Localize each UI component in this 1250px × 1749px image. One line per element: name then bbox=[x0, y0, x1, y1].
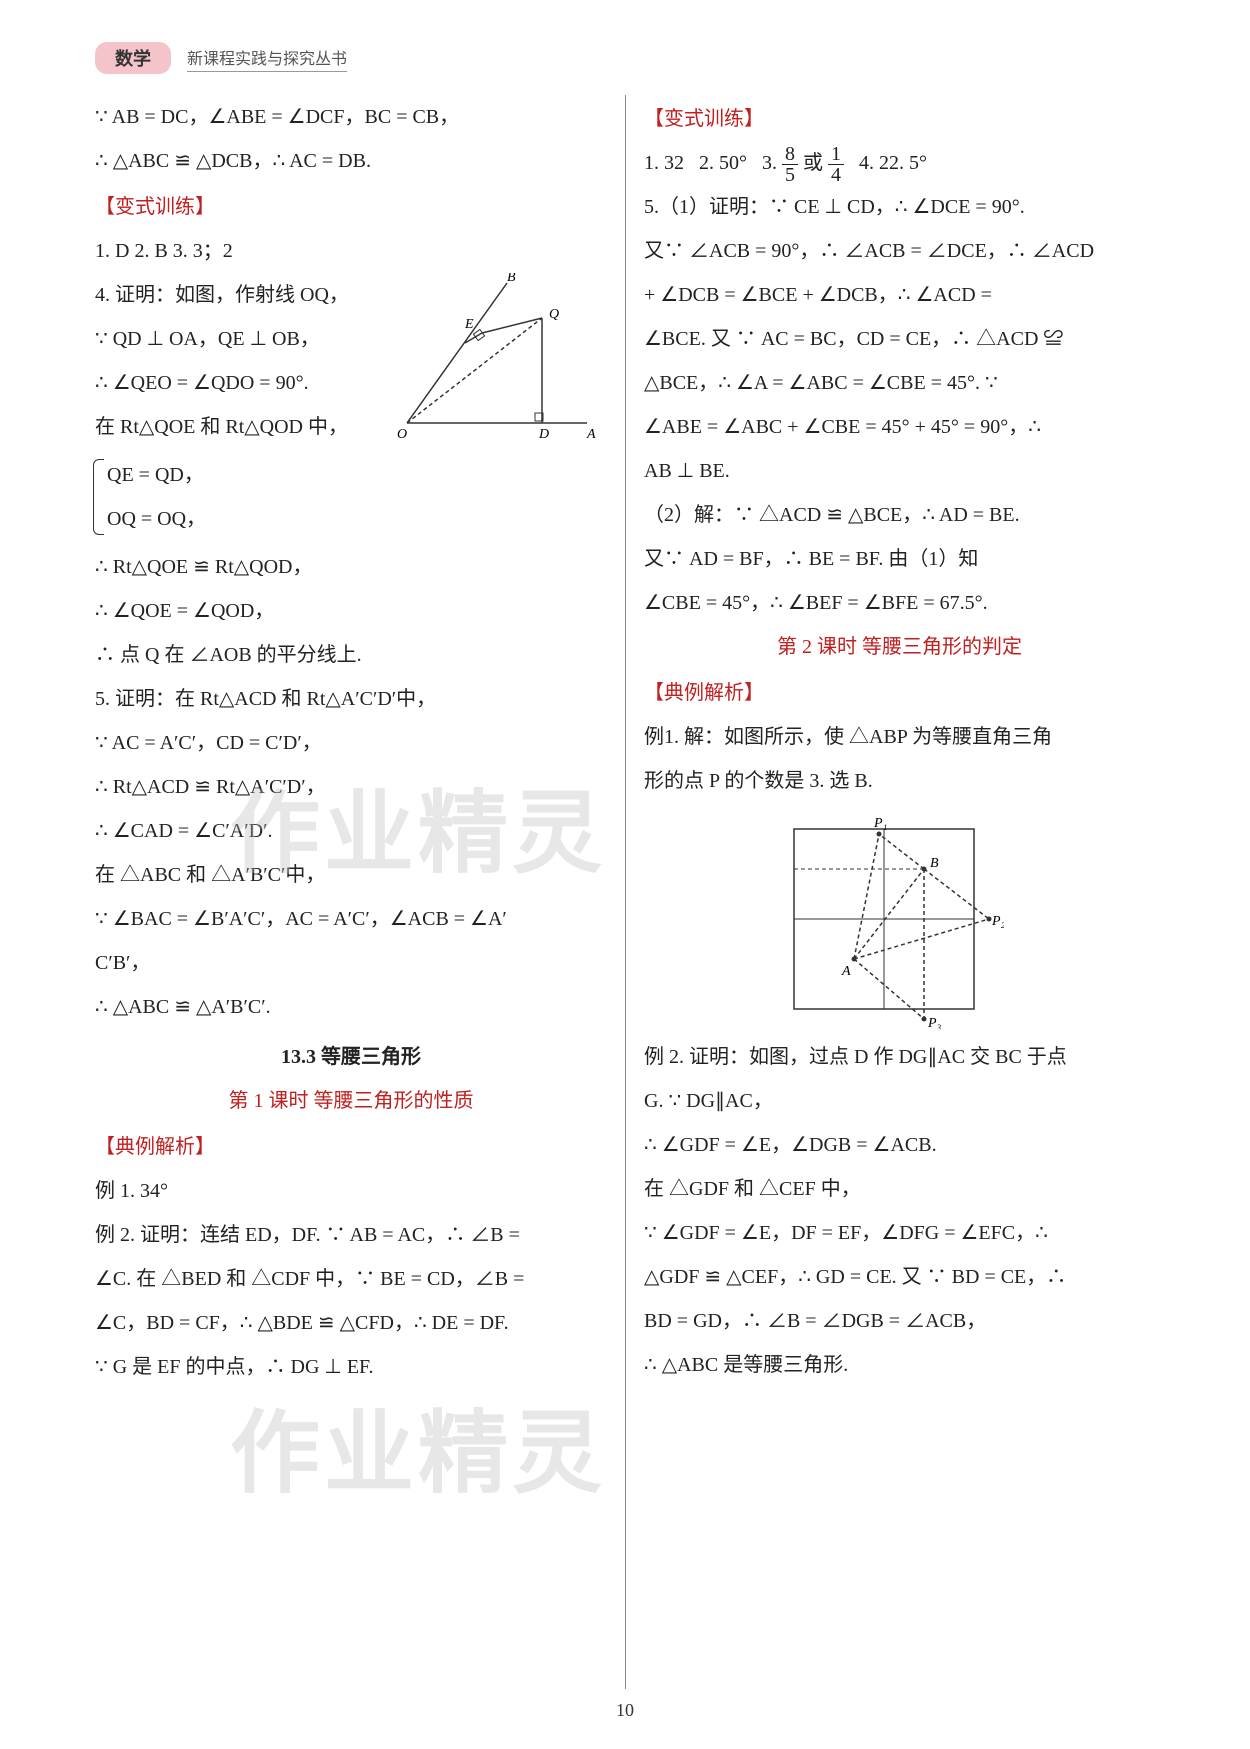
text-line: ∵ ∠BAC = ∠B′A′C′，AC = A′C′，∠ACB = ∠A′ bbox=[95, 897, 607, 941]
ans-3-label: 3. bbox=[762, 152, 782, 174]
text-line: ∴ △ABC 是等腰三角形. bbox=[644, 1343, 1155, 1387]
text-line: ∠CBE = 45°，∴ ∠BEF = ∠BFE = 67.5°. bbox=[644, 581, 1155, 625]
ans-4: 4. 22. 5° bbox=[859, 152, 927, 174]
svg-text:B: B bbox=[930, 856, 939, 871]
text-line: QE = QD， bbox=[107, 453, 607, 497]
page-body: ∵ AB = DC，∠ABE = ∠DCF，BC = CB， ∴ △ABC ≌ … bbox=[95, 95, 1155, 1689]
text-line: ∴ Rt△ACD ≌ Rt△A′C′D′， bbox=[95, 765, 607, 809]
text-line: ∵ ∠GDF = ∠E，DF = EF，∠DFG = ∠EFC，∴ bbox=[644, 1211, 1155, 1255]
text-line: 例 2. 证明：连结 ED，DF. ∵ AB = AC，∴ ∠B = bbox=[95, 1213, 607, 1257]
text-line: 又∵ ∠ACB = 90°，∴ ∠ACB = ∠DCE，∴ ∠ACD bbox=[644, 229, 1155, 273]
text-line: ∴ ∠GDF = ∠E，∠DGB = ∠ACB. bbox=[644, 1123, 1155, 1167]
text-line: ∠BCE. 又 ∵ AC = BC，CD = CE，∴ △ACD ≌ bbox=[644, 317, 1155, 361]
text-line: OQ = OQ， bbox=[107, 497, 607, 541]
analysis-title-red: 【典例解析】 bbox=[644, 671, 1155, 715]
svg-text:O: O bbox=[397, 427, 407, 442]
ans-1: 1. 32 bbox=[644, 152, 684, 174]
subject-badge: 数学 bbox=[95, 42, 171, 74]
svg-text:D: D bbox=[538, 427, 549, 442]
text-line: ∴ 点 Q 在 ∠AOB 的平分线上. bbox=[95, 633, 607, 677]
analysis-title-red: 【典例解析】 bbox=[95, 1125, 607, 1169]
page-header: 数学 新课程实践与探究丛书 bbox=[95, 42, 1155, 74]
text-line: △BCE，∴ ∠A = ∠ABC = ∠CBE = 45°. ∵ bbox=[644, 361, 1155, 405]
section-heading: 13.3 等腰三角形 bbox=[95, 1035, 607, 1079]
text-line: （2）解：∵ △ACD ≌ △BCE，∴ AD = BE. bbox=[644, 493, 1155, 537]
frac: 1 4 bbox=[828, 144, 844, 185]
text-line: ∵ AC = A′C′，CD = C′D′， bbox=[95, 721, 607, 765]
answer-line: 1. D 2. B 3. 3；2 bbox=[95, 229, 607, 273]
text-line: △GDF ≌ △CEF，∴ GD = CE. 又 ∵ BD = CE，∴ bbox=[644, 1255, 1155, 1299]
grid-square-diagram: A B P₁ P₂ P₃ bbox=[764, 809, 1004, 1029]
lesson-title-red: 第 2 课时 等腰三角形的判定 bbox=[644, 625, 1155, 669]
page-number: 10 bbox=[0, 1700, 1250, 1721]
text-line: + ∠DCB = ∠BCE + ∠DCB，∴ ∠ACD = bbox=[644, 273, 1155, 317]
text-line: 形的点 P 的个数是 3. 选 B. bbox=[644, 759, 1155, 803]
ans-2: 2. 50° bbox=[699, 152, 747, 174]
right-column: 【变式训练】 1. 32 2. 50° 3. 8 5 或 1 4 4. 22. … bbox=[625, 95, 1155, 1689]
text-line: 在 △ABC 和 △A′B′C′中， bbox=[95, 853, 607, 897]
text-line: ∠ABE = ∠ABC + ∠CBE = 45° + 45° = 90°，∴ bbox=[644, 405, 1155, 449]
svg-text:P₂: P₂ bbox=[991, 914, 1004, 929]
text-line: ∵ G 是 EF 的中点，∴ DG ⊥ EF. bbox=[95, 1345, 607, 1389]
left-column: ∵ AB = DC，∠ABE = ∠DCF，BC = CB， ∴ △ABC ≌ … bbox=[95, 95, 625, 1689]
frac: 8 5 bbox=[782, 144, 798, 185]
text-line: ∠C，BD = CF，∴ △BDE ≌ △CFD，∴ DE = DF. bbox=[95, 1301, 607, 1345]
answer-line: 1. 32 2. 50° 3. 8 5 或 1 4 4. 22. 5° bbox=[644, 141, 1155, 185]
text-line: 5. 证明：在 Rt△ACD 和 Rt△A′C′D′中， bbox=[95, 677, 607, 721]
svg-text:Q: Q bbox=[549, 307, 559, 322]
figure-wrapper: 4. 证明：如图，作射线 OQ， ∵ QD ⊥ OA，QE ⊥ OB， ∴ ∠Q… bbox=[95, 273, 607, 449]
svg-text:A: A bbox=[841, 964, 851, 979]
text-line: 例 1. 34° bbox=[95, 1169, 607, 1213]
series-title: 新课程实践与探究丛书 bbox=[187, 45, 347, 72]
text-line: AB ⊥ BE. bbox=[644, 449, 1155, 493]
text-line: 在 △GDF 和 △CEF 中， bbox=[644, 1167, 1155, 1211]
brace-group: QE = QD， OQ = OQ， bbox=[95, 453, 607, 541]
text-line: ∵ AB = DC，∠ABE = ∠DCF，BC = CB， bbox=[95, 95, 607, 139]
ans-3-or: 或 bbox=[803, 152, 828, 174]
svg-text:B: B bbox=[507, 273, 516, 285]
section-title-red: 【变式训练】 bbox=[644, 97, 1155, 141]
text-line: ∠C. 在 △BED 和 △CDF 中，∵ BE = CD，∠B = bbox=[95, 1257, 607, 1301]
text-line: G. ∵ DG∥AC， bbox=[644, 1079, 1155, 1123]
text-line: 又∵ AD = BF，∴ BE = BF. 由（1）知 bbox=[644, 537, 1155, 581]
frac-num: 8 bbox=[782, 144, 798, 165]
text-line: ∴ ∠CAD = ∠C′A′D′. bbox=[95, 809, 607, 853]
svg-text:P₃: P₃ bbox=[927, 1016, 942, 1029]
text-line: ∴ △ABC ≌ △A′B′C′. bbox=[95, 985, 607, 1029]
text-line: ∴ ∠QOE = ∠QOD， bbox=[95, 589, 607, 633]
svg-text:P₁: P₁ bbox=[873, 816, 887, 831]
svg-text:E: E bbox=[464, 317, 474, 332]
section-title-red: 【变式训练】 bbox=[95, 185, 607, 229]
text-line: ∴ △ABC ≌ △DCB，∴ AC = DB. bbox=[95, 139, 607, 183]
text-line: BD = GD，∴ ∠B = ∠DGB = ∠ACB， bbox=[644, 1299, 1155, 1343]
text-line: ∴ Rt△QOE ≌ Rt△QOD， bbox=[95, 545, 607, 589]
frac-den: 4 bbox=[828, 165, 844, 185]
lesson-title-red: 第 1 课时 等腰三角形的性质 bbox=[95, 1079, 607, 1123]
text-line: 例1. 解：如图所示，使 △ABP 为等腰直角三角 bbox=[644, 715, 1155, 759]
triangle-diagram: B E Q O D A bbox=[387, 273, 607, 443]
svg-text:A: A bbox=[586, 427, 596, 442]
frac-num: 1 bbox=[828, 144, 844, 165]
text-line: 5.（1）证明：∵ CE ⊥ CD，∴ ∠DCE = 90°. bbox=[644, 185, 1155, 229]
frac-den: 5 bbox=[782, 165, 798, 185]
text-line: 例 2. 证明：如图，过点 D 作 DG∥AC 交 BC 于点 bbox=[644, 1035, 1155, 1079]
text-line: C′B′， bbox=[95, 941, 607, 985]
